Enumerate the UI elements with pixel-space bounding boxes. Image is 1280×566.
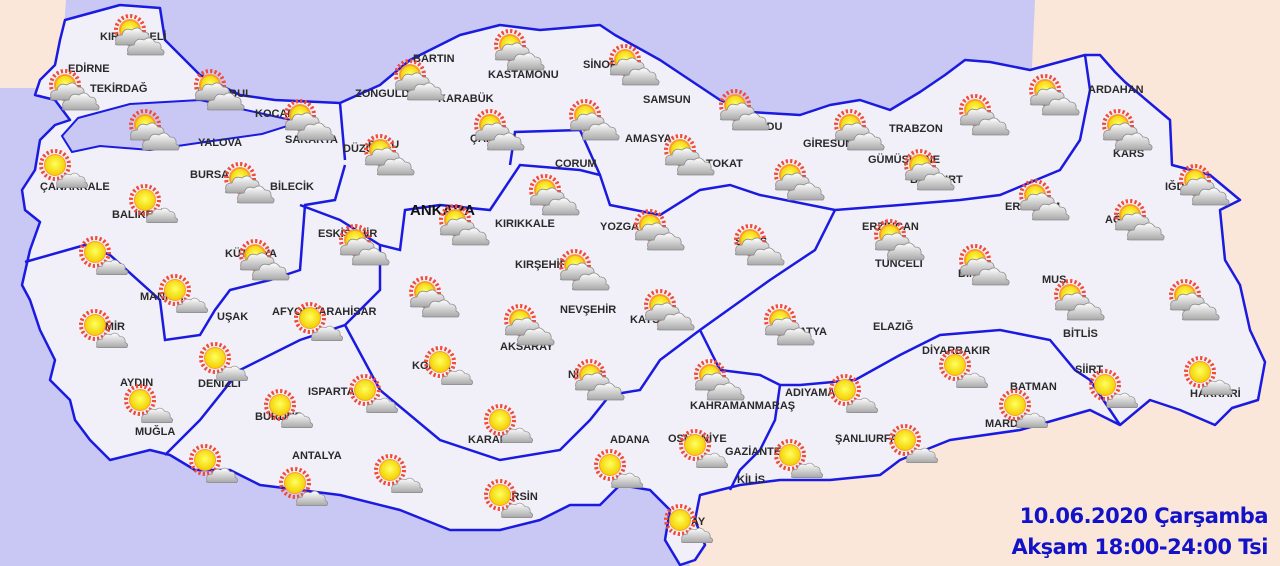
city-label: NEVŞEHİR [560,303,616,316]
city-label: MUĞLA [135,425,175,438]
city-label: BARTIN [413,53,455,65]
city-label: UŞAK [217,311,248,323]
city-label: YOZGAT [600,221,645,233]
city-label: MUŞ [1042,274,1066,286]
city-label: TOKAT [706,158,743,170]
city-label: ŞANLIURFA [835,433,898,445]
city-label: SİİRT [1075,363,1103,376]
city-label: KARS [1113,148,1144,160]
city-label: TUNCELİ [875,257,923,270]
city-label: DİYARBAKIR [922,344,990,357]
region-borders [24,54,1122,491]
city-label: TEKİRDAĞ [90,82,147,95]
city-label: BURSA [190,169,229,181]
city-label: KARABÜK [438,92,494,105]
city-label: ÇORUM [555,158,597,170]
sea-of-marmara [60,98,304,154]
city-label: KIRŞEHİR [515,258,568,271]
city-label: ELAZIĞ [873,320,913,333]
city-label: GAZİANTEP [725,445,789,458]
city-label: BATMAN [1010,381,1057,393]
city-label: KASTAMONU [488,69,559,81]
city-label: BİTLİS [1063,327,1098,340]
forecast-period: Akşam 18:00-24:00 Tsi [1011,535,1268,559]
city-label: ADANA [610,434,650,446]
city-label: EDİRNE [68,62,110,75]
city-label: KAHRAMANMARAŞ [690,400,795,412]
city-label: ISPARTA [308,386,355,398]
city-label: AMASYA [625,133,672,145]
city-label: ADIYAMAN [785,387,843,399]
city-label: SAMSUN [643,94,691,106]
city-label: TRABZON [889,123,943,135]
city-label: ANTALYA [292,450,342,462]
city-label: KIRIKKALE [495,218,555,230]
city-label: SİNOP [583,58,617,71]
city-label: KİLİS [737,473,765,486]
city-label: BİLECİK [270,180,314,193]
city-label: ARDAHAN [1088,84,1144,96]
city-label: YALOVA [198,137,242,149]
city-label: AYDIN [120,377,153,389]
forecast-date: 10.06.2020 Çarşamba [1019,504,1269,528]
